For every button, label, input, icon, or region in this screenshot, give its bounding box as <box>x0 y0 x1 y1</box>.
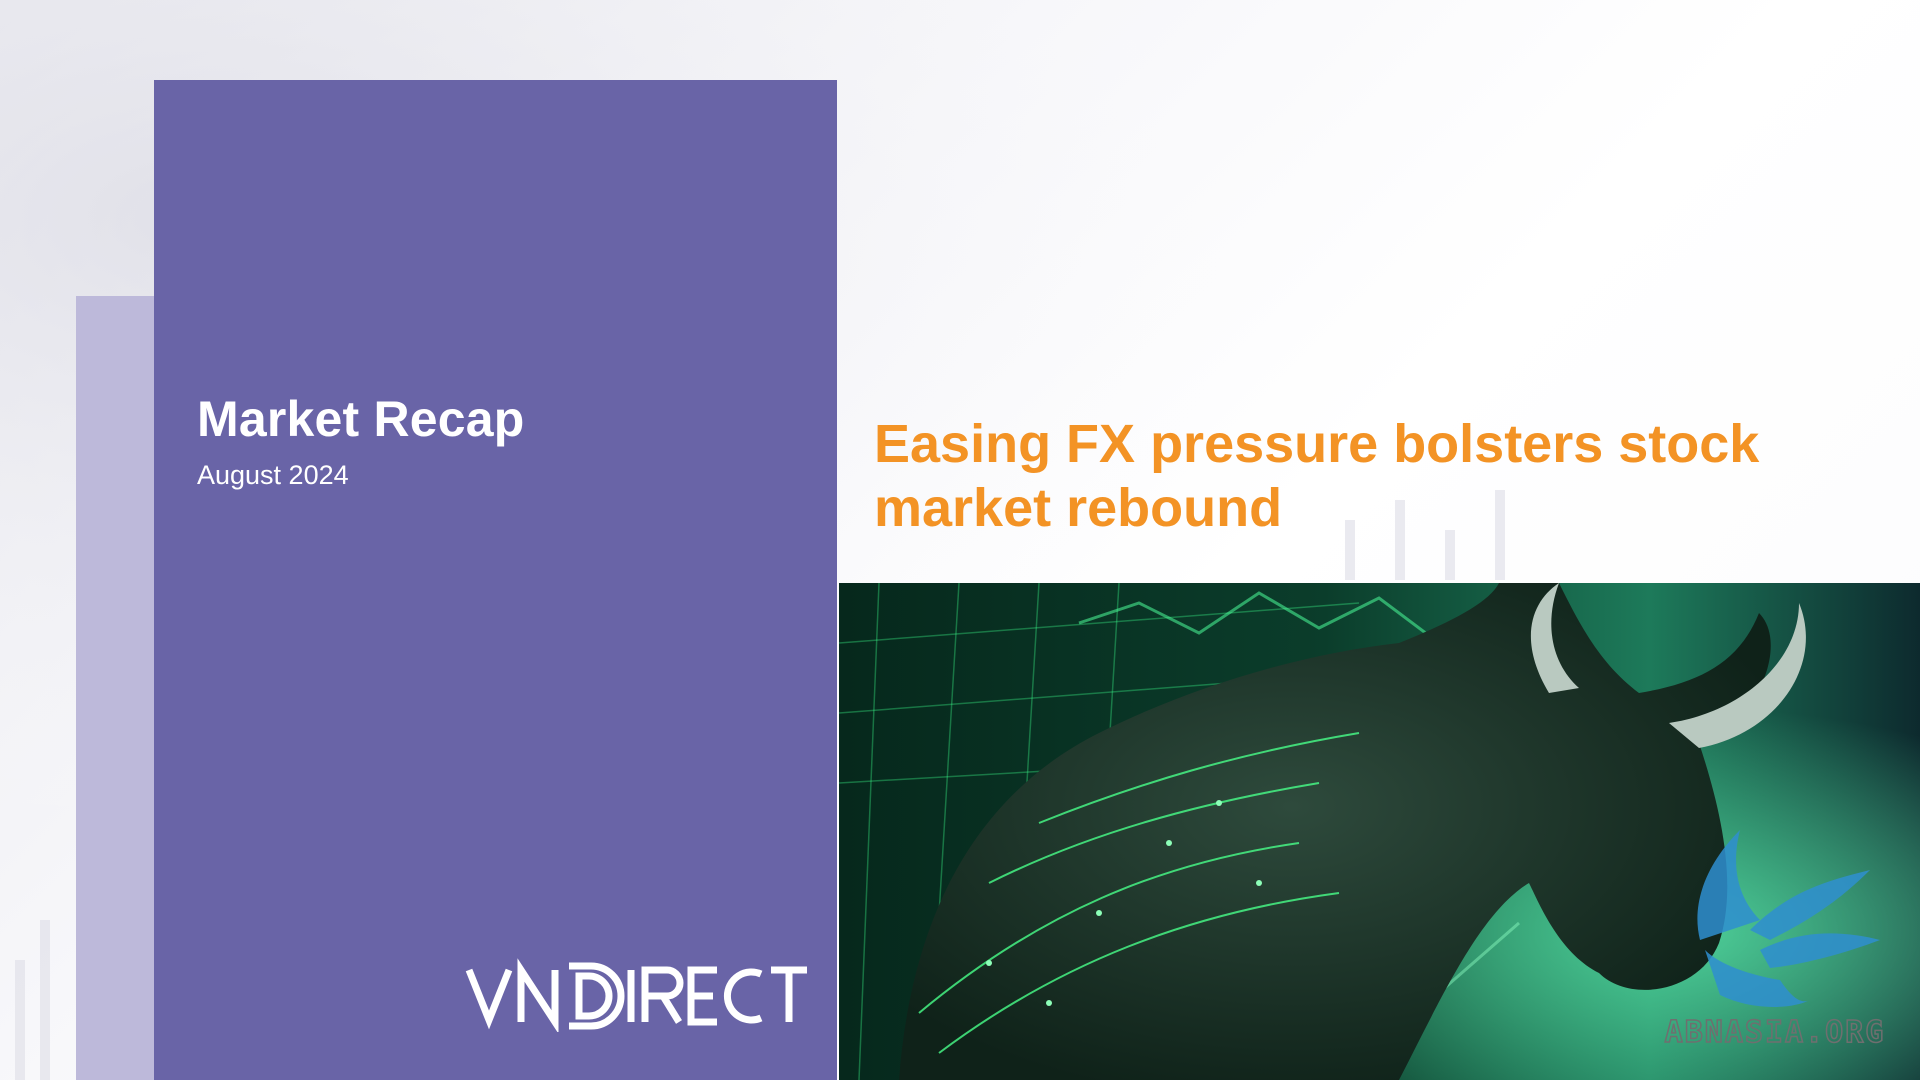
headline: Easing FX pressure bolsters stock market… <box>874 412 1874 540</box>
report-date: August 2024 <box>197 460 349 490</box>
headline-line-2: market rebound <box>874 478 1283 538</box>
abnasia-watermark: ABNASIA.ORG <box>1664 830 1886 1050</box>
bull-market-image <box>839 583 1920 1080</box>
report-title: Market Recap <box>197 391 525 447</box>
headline-line-1: Easing FX pressure bolsters stock <box>874 414 1760 474</box>
title-panel <box>154 80 837 1080</box>
accent-panel <box>76 296 156 1080</box>
watermark-text: ABNASIA.ORG <box>1665 1015 1886 1050</box>
vndirect-logo <box>465 958 807 1032</box>
